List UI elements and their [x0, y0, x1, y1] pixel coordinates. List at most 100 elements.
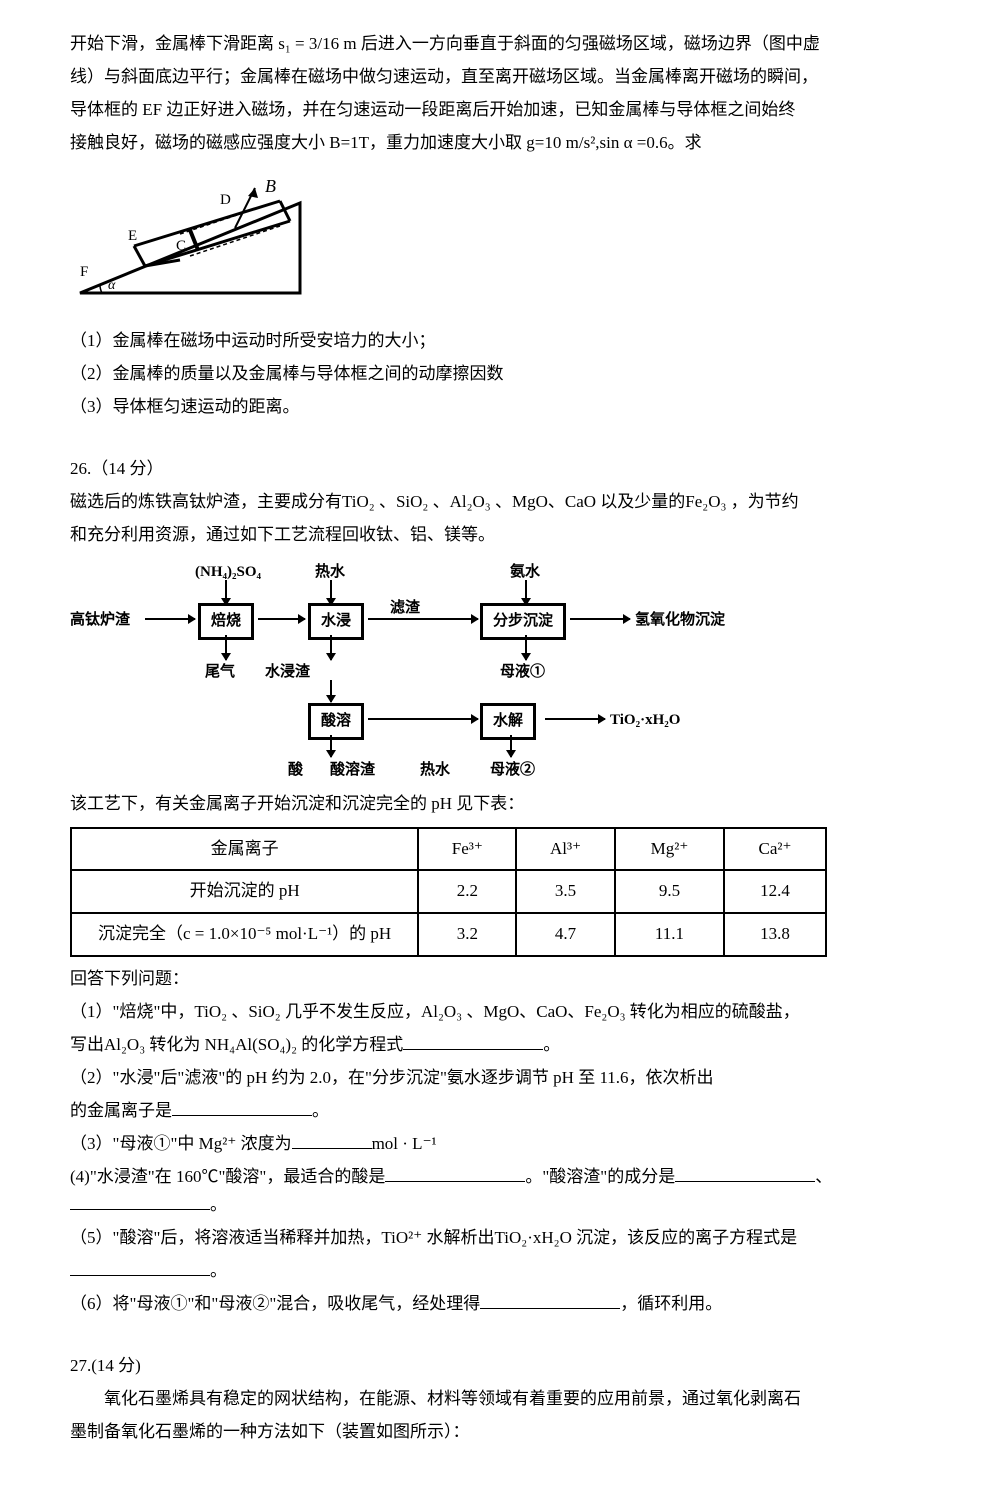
arrow-v9	[510, 735, 512, 757]
svg-text:α: α	[108, 278, 116, 293]
p26-answer-intro: 回答下列问题：	[70, 965, 930, 994]
blank-q4c	[70, 1193, 210, 1210]
th-fe: Fe³⁺	[418, 828, 516, 871]
svg-text:C: C	[176, 238, 186, 254]
flow-hydroxide: 氢氧化物沉淀	[635, 608, 725, 634]
arrow-h3	[368, 618, 478, 620]
arrow-h4	[570, 618, 630, 620]
p26-q6-pre: （6）将"母液①"和"母液②"混合，吸收尾气，经处理得	[70, 1294, 480, 1313]
blank-q1	[403, 1033, 543, 1050]
flow-mother1: 母液①	[500, 660, 545, 686]
arrow-v4	[225, 635, 227, 660]
flow-filter-label: 滤渣	[390, 596, 420, 622]
p26-q1-line: （1）"焙烧"中，TiO₂ 、SiO₂ 几乎不发生反应，Al₂O₃ 、MgO、C…	[70, 998, 930, 1027]
physics-intro-line2: 线）与斜面底边平行；金属棒在磁场中做匀速运动，直至离开磁场区域。当金属棒离开磁场…	[70, 63, 930, 92]
p27-line2: 墨制备氧化石墨烯的一种方法如下（装置如图所示）：	[70, 1418, 930, 1447]
flow-nh4so4: (NH₄)₂SO₄	[195, 560, 261, 586]
blank-q5	[70, 1259, 210, 1276]
arrow-v3	[525, 580, 527, 605]
p26-q6-line: （6）将"母液①"和"母液②"混合，吸收尾气，经处理得 ，循环利用。	[70, 1290, 930, 1319]
flow-box-acid: 酸溶	[308, 703, 364, 741]
p26-q1-end: 。	[543, 1035, 560, 1054]
incline-diagram: B E D C F α	[70, 168, 930, 318]
p26-q5-end: 。	[210, 1261, 227, 1280]
p26-q2-line2: 的金属离子是 。	[70, 1097, 930, 1126]
blank-q4b	[675, 1165, 815, 1182]
svg-text:E: E	[128, 228, 137, 244]
p26-q5-line: （5）"酸溶"后，将溶液适当稀释并加热，TiO²⁺ 水解析出TiO₂·xH₂O …	[70, 1224, 930, 1253]
p26-q2-pre: （2）"水浸"后"滤液"的 pH 约为 2.0，在"分步沉淀"氨水逐步调节 pH…	[70, 1068, 714, 1087]
p26-table-intro: 该工艺下，有关金属离子开始沉淀和沉淀完全的 pH 见下表：	[70, 790, 930, 819]
p26-q4-mid: 。"酸溶渣"的成分是	[525, 1167, 675, 1186]
blank-q6	[480, 1292, 620, 1309]
blank-q2	[172, 1099, 312, 1116]
row1-v1: 2.2	[418, 870, 516, 913]
process-flowchart: (NH₄)₂SO₄ 热水 氨水 高钛炉渣 焙烧 水浸 滤渣 分步沉淀 氢氧化物沉…	[70, 560, 830, 780]
flow-box-hydro: 水解	[480, 703, 536, 741]
p26-q6-end: ，循环利用。	[620, 1294, 722, 1313]
svg-text:D: D	[220, 192, 231, 208]
arrow-h1	[145, 618, 195, 620]
p26-q2-mid: 的金属离子是	[70, 1101, 172, 1120]
blank-q4a	[385, 1165, 525, 1182]
row1-v3: 9.5	[615, 870, 725, 913]
flow-hotwater2: 热水	[420, 758, 450, 784]
p26-intro2: 和充分利用资源，通过如下工艺流程回收钛、铝、镁等。	[70, 521, 930, 550]
arrow-h6	[545, 718, 605, 720]
arrow-v5	[330, 635, 332, 660]
flow-mother2: 母液②	[490, 758, 535, 784]
p26-q1-mid: 写出Al₂O₃ 转化为 NH₄Al(SO₄)₂ 的化学方程式	[70, 1035, 403, 1054]
flow-acidslag: 酸溶渣	[330, 758, 375, 784]
arrow-h2	[258, 618, 305, 620]
arrow-v6	[525, 635, 527, 660]
flow-tio2: TiO₂·xH₂O	[610, 708, 680, 734]
svg-text:F: F	[80, 264, 88, 280]
p26-q5-line2: 。	[70, 1257, 930, 1286]
row2-label: 沉淀完全（c = 1.0×10⁻⁵ mol·L⁻¹）的 pH	[71, 913, 418, 956]
physics-q3: （3）导体框匀速运动的距离。	[70, 393, 930, 422]
flow-slag: 高钛炉渣	[70, 608, 130, 634]
p26-q3-mid: mol · L⁻¹	[372, 1134, 437, 1153]
physics-intro-line4: 接触良好，磁场的磁感应强度大小 B=1T，重力加速度大小取 g=10 m/s²,…	[70, 129, 930, 158]
flow-residue: 水浸渣	[265, 660, 310, 686]
p26-q4-pre: (4)"水浸渣"在 160℃"酸溶"，最适合的酸是	[70, 1167, 385, 1186]
flow-box-step: 分步沉淀	[480, 603, 566, 641]
p26-intro1: 磁选后的炼铁高钛炉渣，主要成分有TiO₂ 、SiO₂ 、Al₂O₃ 、MgO、C…	[70, 488, 930, 517]
flow-tailgas: 尾气	[205, 660, 235, 686]
ion-ph-table: 金属离子 Fe³⁺ Al³⁺ Mg²⁺ Ca²⁺ 开始沉淀的 pH 2.2 3.…	[70, 827, 827, 958]
svg-text:B: B	[265, 176, 276, 196]
arrow-h5	[368, 718, 478, 720]
p26-q3-pre: （3）"母液①"中 Mg²⁺ 浓度为	[70, 1134, 292, 1153]
physics-intro-line1: 开始下滑，金属棒下滑距离 s₁ = 3/16 m 后进入一方向垂直于斜面的匀强磁…	[70, 30, 930, 59]
p26-q4-line: (4)"水浸渣"在 160℃"酸溶"，最适合的酸是 。"酸溶渣"的成分是 、。	[70, 1163, 930, 1221]
row2-v3: 11.1	[615, 913, 725, 956]
blank-q3	[292, 1132, 372, 1149]
p26-q3-line: （3）"母液①"中 Mg²⁺ 浓度为 mol · L⁻¹	[70, 1130, 930, 1159]
th-al: Al³⁺	[516, 828, 614, 871]
p27-line1: 氧化石墨烯具有稳定的网状结构，在能源、材料等领域有着重要的应用前景，通过氧化剥离…	[70, 1385, 930, 1414]
arrow-v7	[330, 680, 332, 702]
arrow-v8	[330, 735, 332, 757]
arrow-v1	[225, 580, 227, 605]
th-mg: Mg²⁺	[615, 828, 725, 871]
p26-q2-end: 。	[312, 1101, 329, 1120]
p27-number: 27.(14 分)	[70, 1352, 930, 1381]
p26-q5-pre: （5）"酸溶"后，将溶液适当稀释并加热，TiO²⁺ 水解析出TiO₂·xH₂O …	[70, 1228, 797, 1247]
row2-v4: 13.8	[724, 913, 826, 956]
th-ion: 金属离子	[71, 828, 418, 871]
physics-q1: （1）金属棒在磁场中运动时所受安培力的大小；	[70, 327, 930, 356]
th-ca: Ca²⁺	[724, 828, 826, 871]
p26-q2-line1: （2）"水浸"后"滤液"的 pH 约为 2.0，在"分步沉淀"氨水逐步调节 pH…	[70, 1064, 930, 1093]
row1-v4: 12.4	[724, 870, 826, 913]
physics-q2: （2）金属棒的质量以及金属棒与导体框之间的动摩擦因数	[70, 360, 930, 389]
row2-v1: 3.2	[418, 913, 516, 956]
row2-v2: 4.7	[516, 913, 614, 956]
p26-q4-sep: 、	[815, 1167, 832, 1186]
p26-q1-line2: 写出Al₂O₃ 转化为 NH₄Al(SO₄)₂ 的化学方程式 。	[70, 1031, 930, 1060]
p26-q1-pre: （1）"焙烧"中，TiO₂ 、SiO₂ 几乎不发生反应，Al₂O₃ 、MgO、C…	[70, 1002, 800, 1021]
physics-intro-line3: 导体框的 EF 边正好进入磁场，并在匀速运动一段距离后开始加速，已知金属棒与导体…	[70, 96, 930, 125]
flow-box-leach: 水浸	[308, 603, 364, 641]
p26-number: 26.（14 分）	[70, 455, 930, 484]
row1-v2: 3.5	[516, 870, 614, 913]
p26-q4-end: 。	[210, 1195, 227, 1214]
